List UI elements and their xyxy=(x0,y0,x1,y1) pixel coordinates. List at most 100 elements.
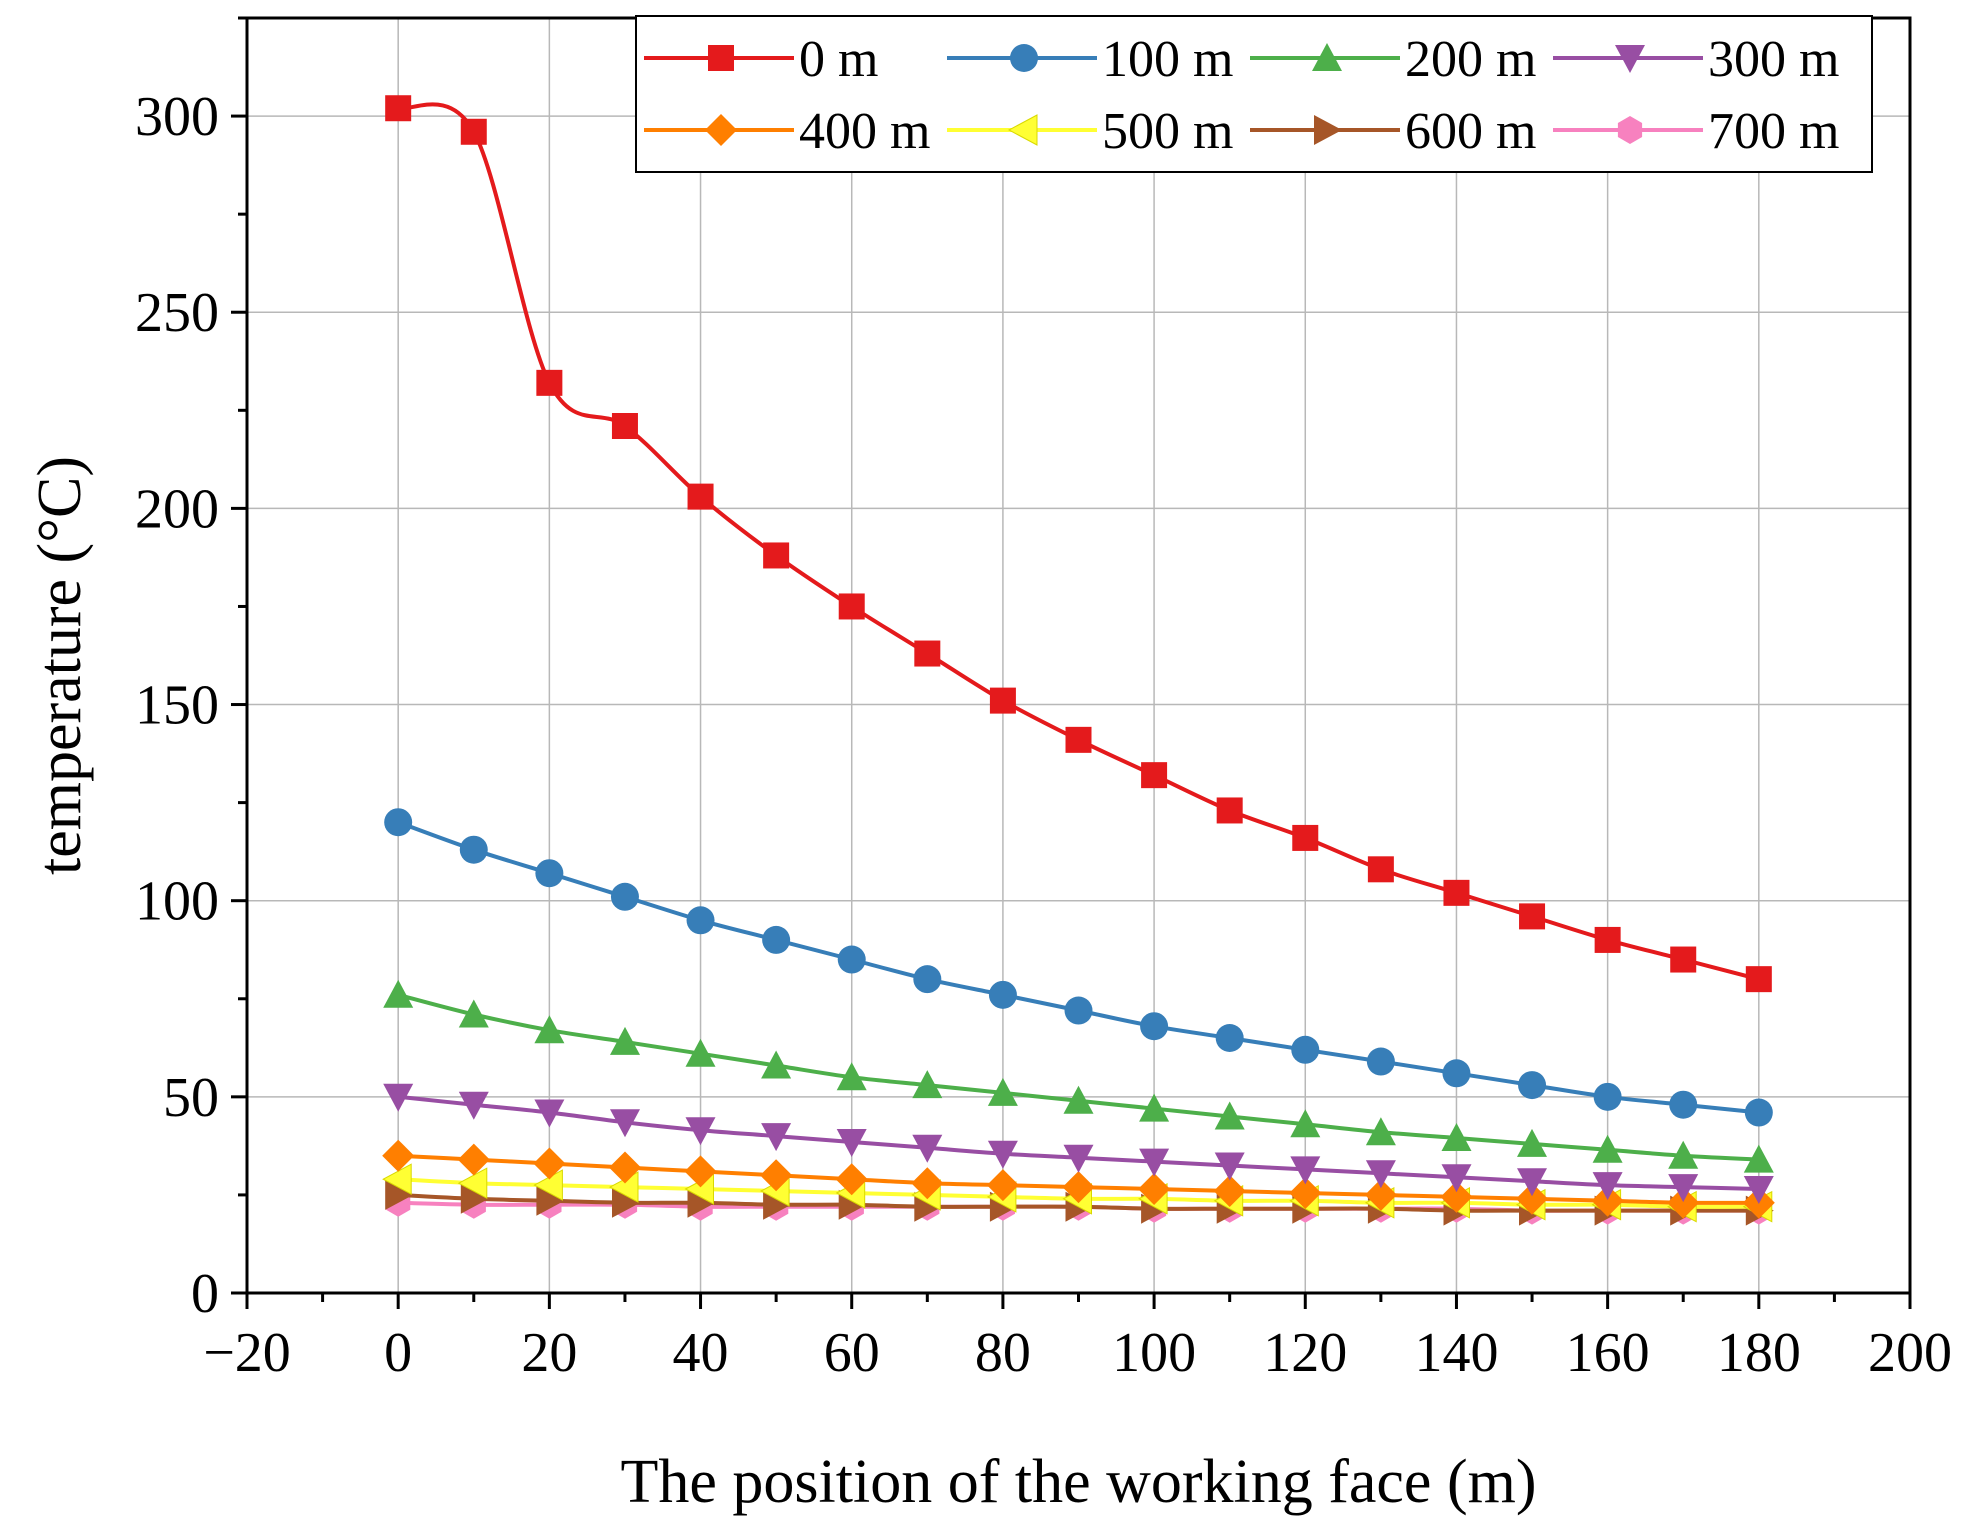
data-point xyxy=(1138,1173,1171,1205)
data-point xyxy=(836,1129,867,1157)
data-point xyxy=(1214,1152,1245,1181)
y-tick-label: 300 xyxy=(135,86,219,148)
data-point xyxy=(1593,1082,1622,1111)
data-point xyxy=(911,1167,944,1200)
data-point xyxy=(1592,1172,1623,1201)
legend-item: 100 m xyxy=(947,31,1233,88)
data-point xyxy=(1213,1175,1246,1207)
data-point xyxy=(1366,1047,1395,1076)
legend-label: 600 m xyxy=(1405,103,1536,160)
data-point xyxy=(609,1151,641,1184)
data-point xyxy=(912,1134,943,1163)
data-point xyxy=(837,945,866,974)
data-point xyxy=(458,999,489,1028)
data-point xyxy=(610,1109,640,1138)
data-point xyxy=(762,925,791,954)
data-point xyxy=(382,1139,415,1172)
data-point xyxy=(1289,1177,1322,1209)
data-point xyxy=(1216,797,1243,824)
data-point xyxy=(534,1015,565,1044)
data-point xyxy=(914,640,941,667)
y-tick-label: 0 xyxy=(191,1263,219,1325)
data-point xyxy=(1063,1085,1094,1114)
data-point xyxy=(536,369,563,396)
series-line xyxy=(396,820,1761,1115)
y-tick-label: 250 xyxy=(135,282,219,344)
data-point xyxy=(1743,1144,1774,1173)
legend-item: 400 m xyxy=(644,103,930,160)
data-point xyxy=(1442,1059,1471,1088)
legend-marker xyxy=(1312,43,1342,71)
data-point xyxy=(989,687,1016,714)
data-point xyxy=(1517,1128,1547,1157)
legend-item: 200 m xyxy=(1250,31,1536,88)
data-point xyxy=(533,1147,566,1180)
legend-item: 500 m xyxy=(947,103,1233,160)
data-point xyxy=(1668,1140,1699,1169)
data-point xyxy=(611,413,638,439)
legend-item: 0 m xyxy=(644,31,878,88)
data-point xyxy=(1668,1174,1699,1203)
data-point xyxy=(1062,1171,1095,1204)
series-0m xyxy=(385,95,1772,993)
data-point xyxy=(534,1099,565,1128)
data-point xyxy=(912,1070,943,1099)
data-point xyxy=(385,95,412,122)
data-point xyxy=(383,979,414,1008)
data-point xyxy=(457,1143,490,1176)
x-axis-title: The position of the working face (m) xyxy=(621,1448,1537,1516)
data-point xyxy=(1440,1180,1473,1213)
x-tick-label: −20 xyxy=(203,1322,291,1384)
legend-marker xyxy=(1007,114,1038,146)
data-point xyxy=(986,1169,1019,1202)
y-tick-label: 150 xyxy=(135,675,219,737)
series-200m xyxy=(383,979,1774,1173)
data-point xyxy=(383,1083,414,1112)
legend-item: 600 m xyxy=(1250,103,1536,160)
data-point xyxy=(686,906,715,935)
legend-label: 400 m xyxy=(799,103,930,160)
legend-marker xyxy=(1617,116,1643,144)
data-point xyxy=(1291,1035,1320,1064)
data-point xyxy=(385,1179,414,1210)
data-point xyxy=(1139,1148,1170,1177)
data-point xyxy=(1518,1071,1547,1100)
data-point xyxy=(760,1159,793,1192)
data-point xyxy=(1141,762,1168,789)
data-point xyxy=(987,1140,1018,1169)
data-point xyxy=(685,1038,716,1067)
y-tick-label: 50 xyxy=(163,1067,219,1129)
y-tick-label: 100 xyxy=(135,871,219,933)
legend-label: 200 m xyxy=(1405,31,1536,88)
data-point xyxy=(1667,1186,1700,1219)
data-point xyxy=(761,1050,792,1079)
data-point xyxy=(458,1091,489,1120)
data-point xyxy=(610,1026,640,1055)
axis-ticks: −20 0 20 40 60 80 100 120 140 160 180 2000501001502… xyxy=(135,16,1952,1384)
legend-label: 300 m xyxy=(1708,31,1839,88)
x-tick-label: 160 xyxy=(1566,1322,1650,1384)
data-point xyxy=(384,808,413,837)
data-point xyxy=(1365,1117,1396,1146)
legend-label: 500 m xyxy=(1102,103,1233,160)
data-point xyxy=(987,1077,1018,1106)
data-point xyxy=(536,1185,565,1216)
data-point xyxy=(1063,1144,1094,1173)
legend-item: 700 m xyxy=(1553,103,1839,160)
grid xyxy=(247,18,1910,1293)
x-tick-label: 200 xyxy=(1868,1322,1952,1384)
series-line xyxy=(396,102,1761,982)
data-point xyxy=(1594,926,1621,953)
y-tick-label: 200 xyxy=(135,478,219,540)
legend-label: 700 m xyxy=(1708,103,1839,160)
data-point xyxy=(1441,1123,1472,1151)
data-point xyxy=(1215,1024,1244,1052)
data-point xyxy=(382,1163,412,1196)
data-point xyxy=(1670,946,1697,973)
data-point xyxy=(1290,1156,1321,1185)
data-point xyxy=(1290,1109,1321,1138)
x-tick-label: 120 xyxy=(1263,1322,1347,1384)
data-point xyxy=(1443,879,1470,906)
legend-label: 0 m xyxy=(799,31,878,88)
data-point xyxy=(457,1167,488,1200)
